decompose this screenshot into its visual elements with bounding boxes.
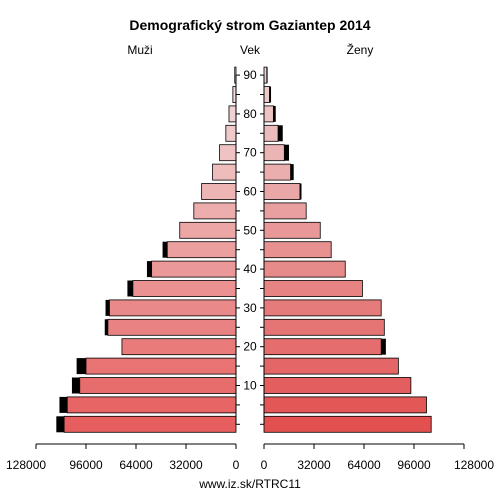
age-tick-label: 10	[243, 379, 257, 393]
female-bar-65-69	[263, 163, 291, 181]
male-excess-0-4	[56, 416, 65, 433]
male-bar-65-69	[212, 163, 237, 181]
female-bar-80-84	[263, 105, 274, 123]
male-bar-15-19	[85, 357, 237, 375]
male-bar-25-29	[107, 318, 237, 336]
female-excess-80-84	[273, 105, 276, 122]
axes-group: 10 20 30 40 50 60 70 80 90 128000 96000 64000 32000 0…	[6, 68, 494, 472]
female-bar-35-39	[263, 280, 363, 297]
male-bar-40-44	[151, 260, 237, 278]
male-bar-60-64	[201, 183, 237, 200]
male-excess-30-34	[105, 299, 110, 316]
male-excess-40-44	[146, 261, 152, 278]
age-tick-label: 90	[243, 68, 257, 82]
male-bar-55-59	[193, 202, 237, 220]
left-x-tick-label: 64000	[119, 458, 153, 472]
male-bar-70-74	[219, 144, 237, 162]
male-bar-35-39	[132, 280, 237, 297]
female-excess-90+	[266, 67, 268, 84]
male-excess-25-29	[104, 319, 108, 336]
female-excess-65-69	[290, 164, 294, 181]
left-x-tick-label: 96000	[69, 458, 103, 472]
male-bar-5-9	[66, 396, 237, 414]
female-excess-75-79	[278, 125, 283, 142]
female-bar-50-54	[263, 221, 321, 239]
female-bar-25-29	[263, 318, 385, 336]
male-excess-15-19	[76, 358, 86, 375]
female-bar-0-4	[263, 415, 432, 433]
footer-url[interactable]: www.iz.sk/RTRC11	[198, 477, 301, 491]
female-bar-85-89	[263, 86, 270, 103]
female-bar-40-44	[263, 260, 346, 278]
chart-title: Demografický strom Gaziantep 2014	[129, 17, 370, 33]
female-bar-70-74	[263, 144, 285, 162]
age-tick-label: 60	[243, 185, 257, 199]
right-x-tick-label: 0	[261, 458, 268, 472]
male-bar-0-4	[63, 415, 237, 433]
right-x-tick-label: 64000	[347, 458, 381, 472]
female-bar-45-49	[263, 241, 332, 259]
age-tick-label: 20	[243, 340, 257, 354]
female-bar-15-19	[263, 357, 399, 375]
age-tick-label: 80	[243, 107, 257, 121]
female-excess-20-24	[381, 338, 386, 355]
male-excess-45-49	[162, 241, 168, 258]
age-tick-label: 30	[243, 301, 257, 315]
left-x-tick-label: 32000	[169, 458, 203, 472]
female-label: Ženy	[347, 42, 374, 57]
male-bar-10-14	[79, 377, 237, 394]
female-bar-20-24	[263, 338, 382, 356]
female-excess-85-89	[269, 86, 272, 103]
female-excess-70-74	[284, 144, 289, 161]
male-label: Muži	[127, 43, 152, 57]
male-bar-75-79	[225, 124, 237, 142]
female-bar-10-14	[263, 377, 412, 394]
age-tick-label: 40	[243, 262, 257, 276]
age-tick-label: 70	[243, 146, 257, 160]
female-bar-5-9	[263, 396, 427, 414]
age-label: Vek	[240, 43, 261, 57]
right-x-tick-label: 128000	[454, 458, 494, 472]
female-bar-75-79	[263, 124, 279, 142]
left-x-tick-label: 128000	[6, 458, 46, 472]
bars-group	[56, 66, 432, 433]
male-excess-5-9	[59, 396, 68, 413]
male-bar-80-84	[228, 105, 237, 123]
right-x-tick-label: 96000	[397, 458, 431, 472]
female-bar-30-34	[263, 299, 382, 317]
male-excess-10-14	[71, 377, 80, 394]
male-bar-45-49	[166, 241, 237, 259]
age-tick-label: 50	[243, 223, 257, 237]
right-x-tick-label: 32000	[297, 458, 331, 472]
left-x-tick-label: 0	[233, 458, 240, 472]
male-excess-35-39	[127, 280, 133, 297]
female-bar-60-64	[263, 183, 301, 200]
female-excess-60-64	[299, 183, 302, 200]
male-bar-30-34	[109, 299, 237, 317]
male-bar-20-24	[121, 338, 237, 356]
female-bar-55-59	[263, 202, 307, 220]
male-bar-50-54	[179, 221, 237, 239]
